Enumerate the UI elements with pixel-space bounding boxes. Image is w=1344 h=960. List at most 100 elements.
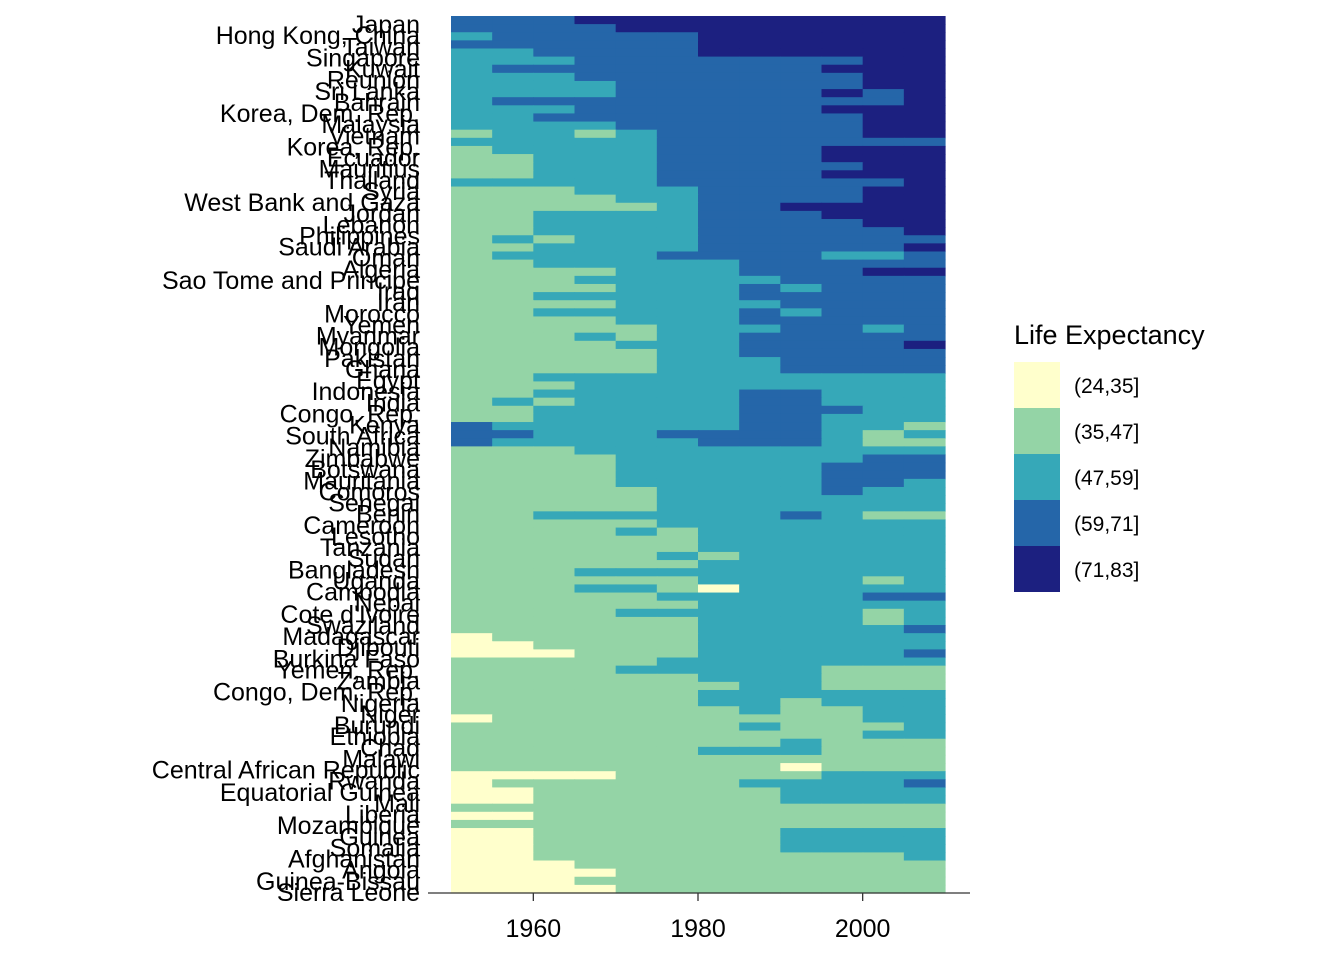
heatmap-cell [821, 332, 864, 342]
heatmap-cell [615, 535, 658, 545]
heatmap-cell [574, 283, 617, 293]
heatmap-cell [903, 32, 946, 41]
heatmap-cell [739, 771, 781, 780]
heatmap-cell [615, 746, 658, 756]
heatmap-cell [451, 170, 493, 180]
heatmap-cell [780, 32, 823, 41]
heatmap-cell [698, 519, 740, 529]
heatmap-cell [656, 381, 699, 391]
heatmap-cell [656, 154, 699, 163]
heatmap-cell [821, 186, 864, 196]
legend-items: (24,35] (35,47] (47,59] (59,71] (71,83] [1014, 362, 1139, 592]
heatmap-cell [862, 495, 905, 504]
heatmap-cell [492, 625, 534, 634]
heatmap-cell [780, 763, 823, 772]
heatmap-cell [656, 641, 699, 650]
heatmap-cell [656, 48, 699, 58]
heatmap-cell [821, 137, 864, 147]
heatmap-cell [862, 828, 905, 837]
heatmap-cell [615, 422, 658, 431]
heatmap-cell [533, 689, 576, 699]
heatmap-cell [492, 462, 534, 472]
country-label: Oman [352, 245, 420, 273]
heatmap-cell [698, 308, 740, 318]
heatmap-cell [903, 478, 946, 488]
heatmap-cell [739, 454, 781, 464]
heatmap-cell [780, 430, 823, 439]
heatmap-cell [862, 568, 905, 577]
heatmap-cell [574, 519, 617, 529]
heatmap-cell [903, 251, 946, 261]
heatmap-cell [780, 454, 823, 464]
heatmap-cell [533, 527, 576, 537]
heatmap-cell [574, 836, 617, 845]
heatmap-cell [862, 381, 905, 391]
heatmap-cell [739, 795, 781, 805]
heatmap-cell [656, 876, 699, 886]
heatmap-cell [451, 16, 493, 25]
heatmap-cell [862, 584, 905, 594]
heatmap-cell [862, 186, 905, 196]
heatmap-cell [492, 137, 534, 147]
heatmap-cell [656, 446, 699, 456]
heatmap-cell [533, 771, 576, 780]
heatmap-cell [903, 340, 946, 350]
heatmap-cell [574, 202, 617, 212]
heatmap-cell [821, 860, 864, 870]
heatmap-cell [739, 803, 781, 813]
heatmap-cell [574, 389, 617, 399]
heatmap-cell [739, 754, 781, 764]
heatmap-cell [821, 438, 864, 447]
heatmap-cell [862, 503, 905, 512]
heatmap-cell [698, 275, 740, 285]
country-label: Ethiopia [330, 723, 420, 751]
heatmap-cell [903, 884, 946, 894]
heatmap-cell [574, 754, 617, 764]
heatmap-cell [574, 649, 617, 659]
heatmap-cell [862, 698, 905, 707]
heatmap-cell [656, 105, 699, 115]
heatmap-cell [615, 584, 658, 594]
heatmap-cell [821, 787, 864, 797]
heatmap-cell [451, 511, 493, 521]
heatmap-cell [574, 876, 617, 886]
heatmap-cell [492, 16, 534, 25]
heatmap-cell [821, 300, 864, 309]
heatmap-cell [698, 486, 740, 496]
heatmap-cell [656, 275, 699, 285]
heatmap-cell [451, 357, 493, 366]
heatmap-cell [821, 283, 864, 293]
heatmap-cell [533, 227, 576, 236]
heatmap-cell [698, 422, 740, 431]
heatmap-cell [656, 673, 699, 683]
heatmap-cell [903, 324, 946, 334]
heatmap-cell [615, 649, 658, 659]
heatmap-cell [533, 113, 576, 123]
heatmap-cell [533, 568, 576, 577]
heatmap-cell [533, 495, 576, 504]
heatmap-cell [698, 673, 740, 683]
heatmap-cell [903, 836, 946, 845]
heatmap-cell [780, 178, 823, 188]
heatmap-cell [698, 616, 740, 626]
heatmap-cell [574, 348, 617, 358]
heatmap-cell [451, 568, 493, 577]
country-label: Korea, Dem. Rep. [220, 100, 420, 128]
heatmap-cell [615, 779, 658, 789]
country-label: Madagascar [282, 623, 420, 651]
legend-label: (35,47] [1074, 421, 1139, 444]
heatmap-cell [862, 600, 905, 610]
heatmap-cell [615, 657, 658, 667]
heatmap-cell [903, 584, 946, 594]
heatmap-cell [903, 275, 946, 285]
heatmap-cell [615, 381, 658, 391]
heatmap-cell [862, 738, 905, 748]
heatmap-cell [698, 446, 740, 456]
heatmap-cell [739, 706, 781, 715]
heatmap-cell [780, 300, 823, 309]
heatmap-cell [533, 633, 576, 642]
legend-title: Life Expectancy [1014, 320, 1205, 350]
heatmap-cell [574, 413, 617, 423]
heatmap-cell [739, 608, 781, 618]
heatmap-cell [492, 616, 534, 626]
